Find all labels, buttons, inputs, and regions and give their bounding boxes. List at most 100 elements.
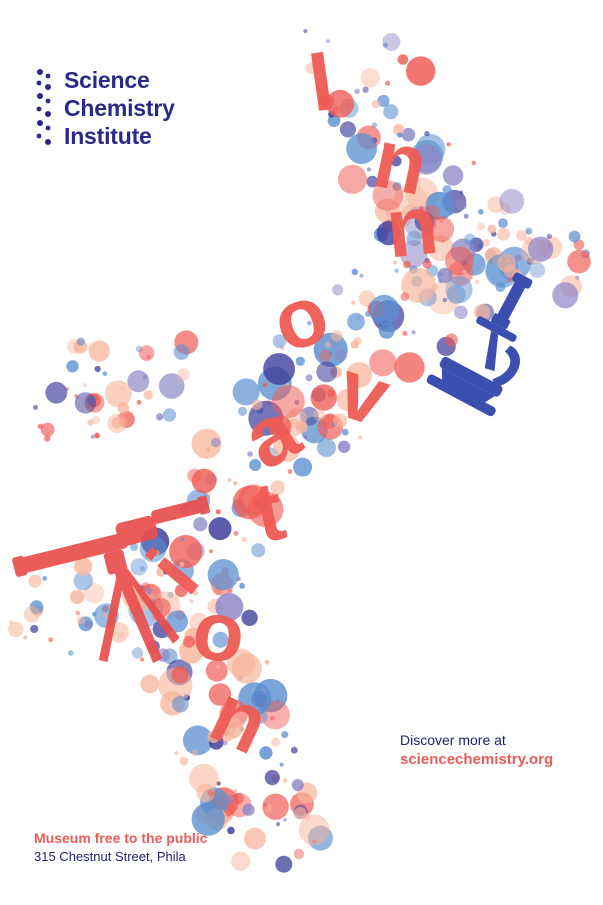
bubble (333, 413, 348, 428)
bubble (397, 132, 403, 138)
bubble (44, 435, 51, 442)
bubble (371, 100, 381, 109)
bubble (303, 434, 308, 439)
bubble (347, 312, 365, 331)
bubble (171, 666, 189, 684)
bubble (232, 481, 238, 486)
bubble (29, 600, 44, 615)
website-link[interactable]: sciencechemistry.org (400, 751, 554, 768)
bubble (264, 659, 270, 665)
bubble (75, 610, 81, 616)
bubble (179, 578, 184, 583)
bubble (372, 180, 404, 211)
bubble (130, 543, 139, 552)
bubble (317, 438, 336, 458)
headline-letter: n (382, 177, 443, 276)
bubble (28, 574, 42, 588)
bubble (66, 360, 79, 373)
bubble (23, 606, 40, 623)
bubble (244, 827, 266, 850)
bubble (442, 297, 448, 303)
bubble (359, 273, 364, 278)
bubble (401, 267, 437, 303)
bubble (362, 86, 369, 93)
bubble (445, 246, 474, 276)
bubble (272, 334, 287, 349)
bubble (239, 582, 246, 589)
bubble (332, 284, 344, 296)
bubble (487, 259, 493, 265)
bubble (567, 249, 591, 274)
bubble (270, 716, 275, 721)
logo-line-science: Science (64, 67, 150, 93)
bubble (337, 440, 351, 453)
bubble (425, 191, 454, 221)
logo-line-chemistry: Chemistry (64, 95, 175, 121)
bubble (445, 275, 473, 304)
bubble (498, 218, 508, 229)
bubble (102, 613, 107, 618)
bubble (516, 230, 527, 241)
bubble (207, 789, 215, 797)
bubble (249, 459, 262, 471)
bubble (290, 746, 298, 754)
bubble (444, 333, 458, 347)
bubble (339, 121, 356, 138)
bubble (320, 94, 335, 109)
bubble (40, 422, 55, 437)
bubble (241, 536, 247, 543)
bubble (334, 348, 348, 362)
bubble (237, 406, 248, 416)
bubble (166, 610, 189, 633)
bubble (42, 576, 48, 581)
bubble (236, 576, 241, 581)
bubble (138, 345, 155, 361)
bubble (287, 469, 293, 475)
bubble (327, 389, 335, 398)
bubble (419, 206, 424, 211)
bubble (143, 390, 154, 400)
bubble (455, 199, 467, 211)
bubble (177, 368, 190, 381)
telescope-icon (12, 495, 211, 663)
bubble (497, 227, 511, 241)
bubble (207, 730, 220, 743)
bubble (45, 381, 68, 404)
bubble (526, 257, 535, 265)
bubble (172, 695, 189, 713)
bubble (263, 353, 295, 385)
bubble (282, 778, 288, 783)
bubble (233, 530, 239, 536)
logo-wordmark: Science Chemistry Institute (64, 66, 175, 150)
logo-line-institute: Institute (64, 123, 152, 149)
bubble (422, 239, 430, 247)
bubble (162, 408, 177, 422)
bubble (227, 826, 235, 835)
bubble (313, 332, 348, 367)
bubble (223, 794, 234, 805)
bubble (354, 88, 360, 95)
bubble (222, 740, 228, 746)
bubble (247, 451, 253, 457)
bubble (358, 435, 363, 440)
bubble (305, 62, 317, 74)
bubble (462, 269, 467, 275)
bubble (242, 803, 255, 816)
bubble (377, 94, 390, 108)
bubble (400, 292, 410, 301)
institute-logo[interactable]: Science Chemistry Institute (34, 66, 175, 150)
bubble (102, 371, 108, 376)
bubble (182, 725, 213, 756)
bubble (264, 770, 280, 786)
bubble (74, 557, 93, 576)
bubble (424, 130, 430, 137)
bubble (459, 190, 464, 195)
bubble (191, 468, 217, 494)
bubble (499, 188, 525, 214)
bubble (262, 793, 289, 820)
bubble (179, 756, 189, 766)
bubble (446, 142, 451, 147)
bubble (241, 609, 258, 626)
bubble (23, 635, 28, 640)
dot-grid-icon (36, 69, 51, 145)
